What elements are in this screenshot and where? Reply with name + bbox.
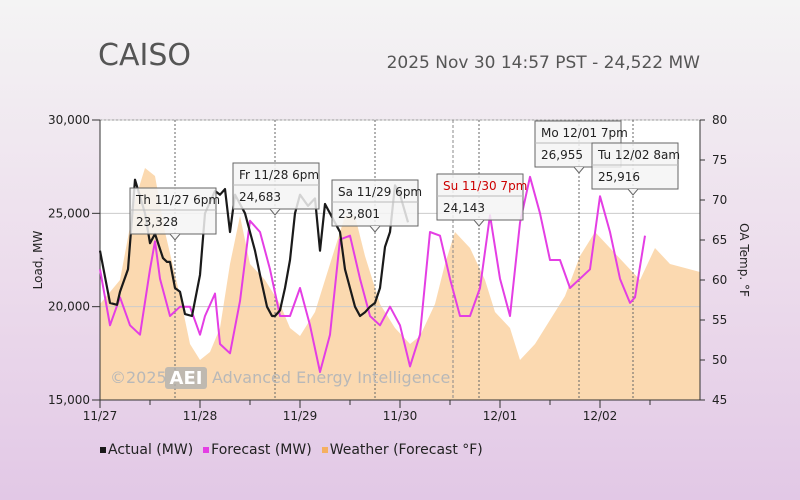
annotation-label: Sa 11/29 6pm [338,185,422,199]
y2-tick-label: 55 [712,313,727,327]
x-tick-label: 12/02 [583,409,618,423]
annotation-pointer [573,166,585,174]
y-axis-title: Load, MW [31,231,45,290]
annotation-pointer [369,225,381,233]
actual-line [98,178,410,318]
legend-weather-label: Weather (Forecast °F) [329,442,483,458]
legend-forecast-swatch [203,447,210,453]
y2-tick-label: 75 [712,153,727,167]
x-tick-label: 11/29 [283,409,318,423]
annotation-pointer [473,219,485,227]
annotation-callout: Su 11/30 7pm 24,143 [436,173,527,227]
forecast-line [99,175,646,373]
y-tick-label: 15,000 [48,393,90,407]
y2-tick-label: 70 [712,193,727,207]
x-tick-label: 11/27 [83,409,118,423]
annotation-pointer [269,208,281,216]
x-tick-label: 11/30 [383,409,418,423]
annotation-value: 24,143 [443,201,485,215]
watermark-year: ©2025 [110,368,167,387]
y-tick-label: 25,000 [48,206,90,220]
legend-actual-swatch [100,447,106,453]
annotation-pointer [169,233,181,241]
annotation-box [129,187,217,235]
annotation-pointer [627,188,639,196]
annotation-box [436,173,524,221]
x-tick-label: 11/28 [183,409,218,423]
y2-axis-title: OA Temp. °F [737,223,751,297]
legend-weather[interactable]: Weather (Forecast °F) [321,442,483,458]
annotation-label: Mo 12/01 7pm [541,126,628,140]
annotation-label: Tu 12/02 8am [597,148,680,162]
status-readout: 2025 Nov 30 14:57 PST - 24,522 MW [386,53,700,73]
legend-forecast[interactable]: Forecast (MW) [203,442,312,458]
chart-legend: Actual (MW) Forecast (MW) Weather (Forec… [100,442,483,458]
page-title: CAISO [98,38,191,73]
legend-actual-label: Actual (MW) [108,442,194,458]
legend-forecast-label: Forecast (MW) [211,442,312,458]
x-tick-label: 12/01 [483,409,518,423]
y2-tick-label: 50 [712,353,727,367]
annotation-label: Fr 11/28 6pm [239,168,319,182]
y-tick-label: 30,000 [48,113,90,127]
watermark-logo-box [165,367,207,389]
y2-tick-label: 45 [712,393,727,407]
annotation-value: 23,328 [136,215,178,229]
annotation-label: Th 11/27 6pm [135,193,220,207]
annotation-callout: Th 11/27 6pm 23,328 [129,187,220,241]
annotation-value: 25,916 [598,170,640,184]
annotation-label: Su 11/30 7pm [443,179,527,193]
legend-actual[interactable]: Actual (MW) [100,442,193,458]
y2-tick-label: 60 [712,273,727,287]
y2-tick-label: 65 [712,233,727,247]
y-tick-label: 20,000 [48,300,90,314]
annotation-callout: Fr 11/28 6pm 24,683 [232,162,320,216]
annotation-value: 26,955 [541,148,583,162]
legend-weather-swatch [321,447,328,453]
weather-area [100,168,700,400]
annotation-value: 24,683 [239,190,281,204]
annotation-value: 23,801 [338,207,380,221]
annotation-box [331,179,419,227]
watermark-logo: AEI [170,368,203,389]
annotation-callout: Tu 12/02 8am 25,916 [591,142,680,196]
watermark-company: Advanced Energy Intelligence [212,368,450,387]
y2-tick-label: 80 [712,113,727,127]
annotation-callout: Sa 11/29 6pm 23,801 [331,179,422,233]
annotation-box [591,142,679,190]
